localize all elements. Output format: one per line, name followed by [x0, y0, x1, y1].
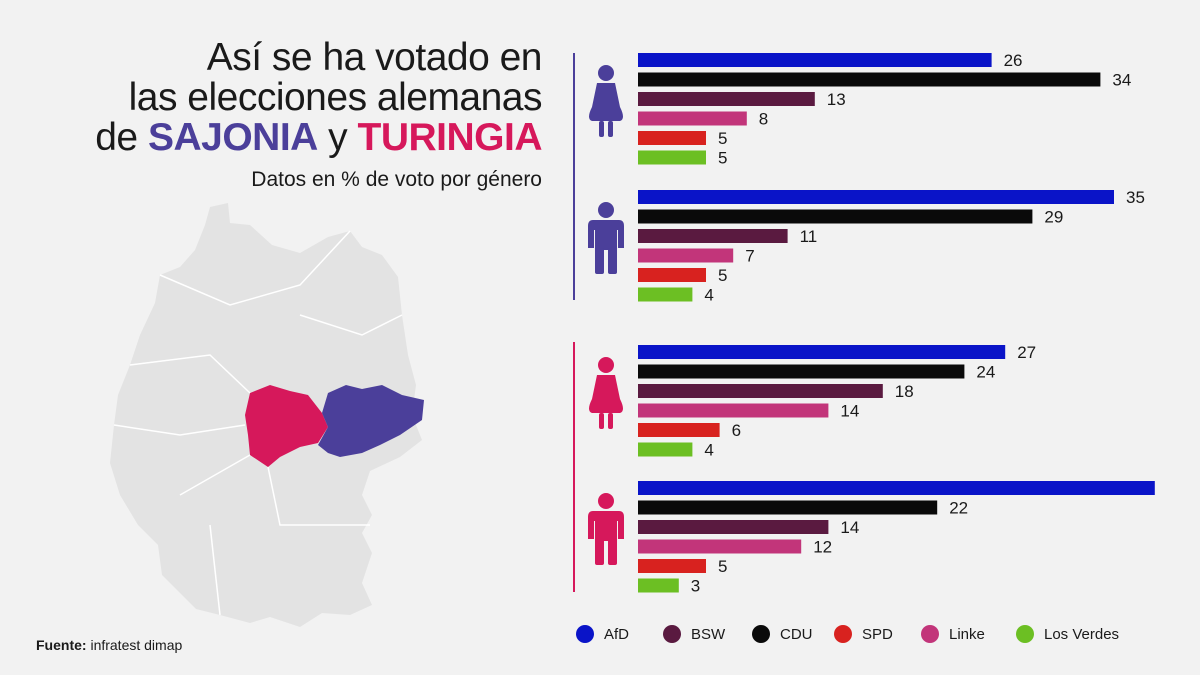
chart-subtitle: Datos en % de voto por género [251, 168, 542, 191]
bar-turingia-hombres-spd [638, 559, 706, 573]
bar-turingia-hombres-afd [638, 481, 1155, 495]
title-line-3: de SAJONIA y TURINGIA [95, 118, 542, 158]
value-label-turingia-mujeres-cdu: 24 [976, 363, 995, 382]
legend-label: BSW [691, 625, 726, 643]
bar-sajonia-hombres-cdu [638, 209, 1033, 224]
value-label-turingia-mujeres-los-verdes: 4 [704, 441, 713, 460]
value-label-sajonia-hombres-los-verdes: 4 [704, 286, 713, 305]
legend-item-linke: Linke [921, 624, 985, 644]
bar-turingia-hombres-cdu [638, 500, 938, 515]
title-state-turingia: TURINGIA [357, 116, 543, 159]
turingia-region [245, 385, 328, 467]
value-label-sajonia-hombres-bsw: 11 [800, 227, 818, 246]
title-connector: y [317, 116, 358, 159]
bar-turingia-mujeres-spd [638, 423, 720, 437]
legend-label: Linke [949, 625, 985, 643]
bar-sajonia-hombres-bsw [638, 229, 788, 243]
bar-sajonia-mujeres-spd [638, 131, 706, 145]
bar-sajonia-mujeres-afd [638, 53, 992, 67]
legend-item-afd: AfD [576, 624, 629, 644]
bar-sajonia-mujeres-cdu [638, 72, 1101, 87]
value-label-turingia-mujeres-afd: 27 [1017, 343, 1036, 362]
bar-sajonia-hombres-los-verdes [638, 287, 693, 302]
legend-swatch [921, 625, 939, 643]
bar-turingia-mujeres-cdu [638, 364, 965, 379]
bar-turingia-mujeres-los-verdes [638, 442, 693, 457]
germany-map [110, 203, 424, 627]
source-note: Fuente: infratest dimap [36, 637, 182, 653]
turingia-mujeres-woman-icon [589, 357, 623, 429]
value-label-sajonia-hombres-spd: 5 [718, 266, 727, 285]
turingia-hombres-man-icon [588, 493, 624, 565]
bar-turingia-hombres-los-verdes [638, 578, 679, 593]
legend-item-spd: SPD [834, 624, 893, 644]
legend-item-los-verdes: Los Verdes [1016, 624, 1119, 644]
value-label-turingia-hombres-spd: 5 [718, 557, 727, 576]
legend-swatch [576, 625, 594, 643]
vote-bar-chart: 26341385535291175427241814643822141253 [573, 51, 1155, 596]
title-state-sajonia: SAJONIA [147, 116, 318, 159]
legend-swatch [752, 625, 770, 643]
legend-swatch [1016, 625, 1034, 643]
value-label-sajonia-mujeres-cdu: 34 [1112, 71, 1131, 90]
state-borders [113, 230, 403, 616]
bar-sajonia-mujeres-los-verdes [638, 150, 706, 165]
sajonia-hombres-man-icon [588, 202, 624, 274]
value-label-turingia-mujeres-bsw: 18 [895, 382, 914, 401]
bar-turingia-mujeres-bsw [638, 384, 883, 398]
legend-label: SPD [862, 625, 893, 643]
source-label: Fuente: [36, 637, 87, 653]
sajonia-region [318, 385, 424, 457]
bar-turingia-hombres-linke [638, 539, 802, 554]
value-label-sajonia-mujeres-spd: 5 [718, 129, 727, 148]
legend-swatch [834, 625, 852, 643]
value-label-sajonia-hombres-cdu: 29 [1044, 208, 1063, 227]
value-label-turingia-mujeres-spd: 6 [732, 421, 741, 440]
source-text: infratest dimap [86, 637, 183, 653]
bar-sajonia-hombres-spd [638, 268, 706, 282]
value-label-turingia-hombres-bsw: 14 [840, 518, 859, 537]
bar-turingia-mujeres-linke [638, 403, 829, 418]
value-label-sajonia-mujeres-linke: 8 [759, 110, 768, 129]
bar-sajonia-hombres-afd [638, 190, 1114, 204]
bar-sajonia-mujeres-linke [638, 111, 747, 126]
legend-item-cdu: CDU [752, 624, 813, 644]
title-prefix: de [95, 116, 148, 159]
title-line-1: Así se ha votado en [206, 36, 543, 79]
value-label-sajonia-hombres-afd: 35 [1126, 188, 1145, 207]
legend-item-bsw: BSW [663, 624, 725, 644]
value-label-turingia-hombres-linke: 12 [813, 538, 832, 557]
value-label-sajonia-mujeres-afd: 26 [1004, 51, 1023, 70]
bar-turingia-mujeres-afd [638, 345, 1006, 359]
bar-turingia-hombres-bsw [638, 520, 829, 534]
value-label-turingia-hombres-cdu: 22 [949, 499, 968, 518]
bar-sajonia-mujeres-bsw [638, 92, 815, 106]
bar-sajonia-hombres-linke [638, 248, 734, 263]
legend-swatch [663, 625, 681, 643]
value-label-turingia-mujeres-linke: 14 [840, 402, 859, 421]
value-label-sajonia-hombres-linke: 7 [745, 247, 754, 266]
legend-label: Los Verdes [1044, 625, 1120, 643]
legend-label: AfD [604, 625, 630, 643]
value-label-sajonia-mujeres-bsw: 13 [827, 90, 846, 109]
title-line-2: las elecciones alemanas [128, 76, 543, 119]
legend-label: CDU [780, 625, 813, 643]
value-label-turingia-hombres-los-verdes: 3 [691, 577, 700, 596]
chart-title: Así se ha votado en las elecciones alema… [95, 38, 542, 158]
value-label-sajonia-mujeres-los-verdes: 5 [718, 149, 727, 168]
sajonia-mujeres-woman-icon [589, 65, 623, 137]
